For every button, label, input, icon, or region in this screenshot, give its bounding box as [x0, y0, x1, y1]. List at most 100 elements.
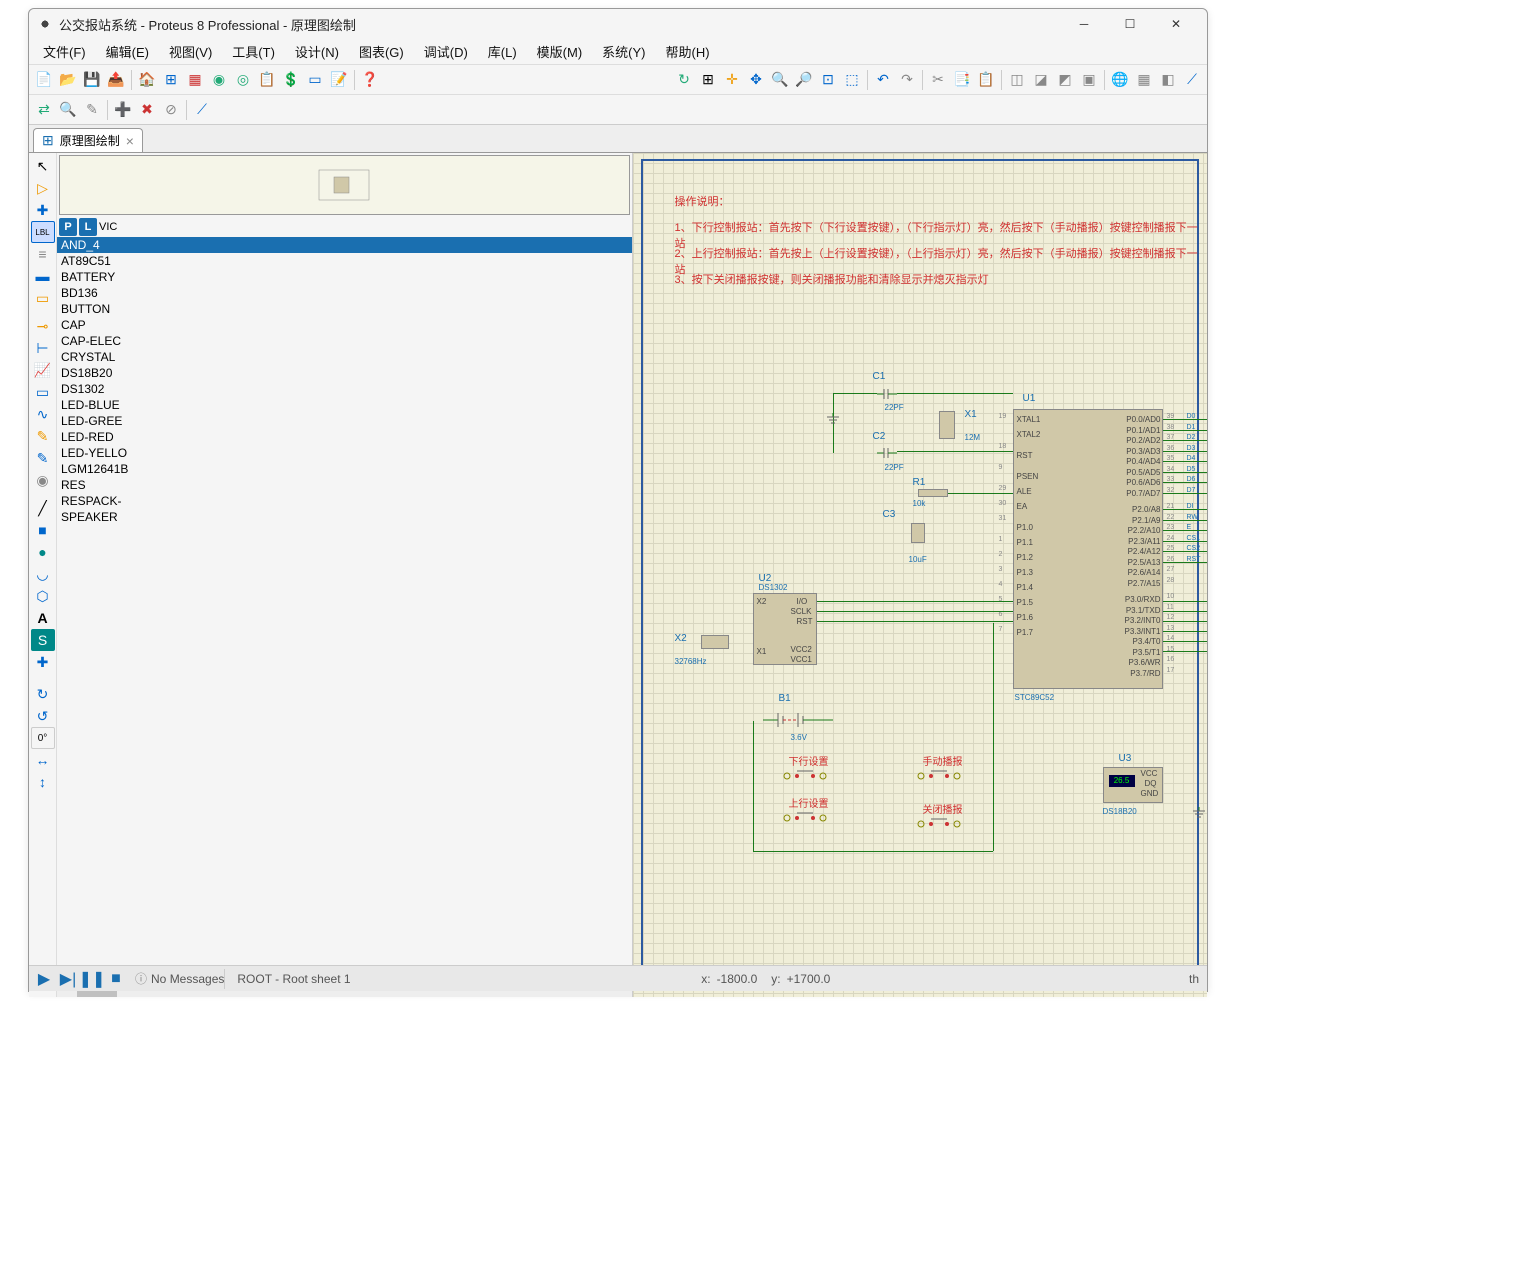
help-icon[interactable]: ❓ — [359, 69, 381, 91]
menu-help[interactable]: 帮助(H) — [656, 39, 720, 64]
device-item[interactable]: AT89C51 — [57, 253, 632, 269]
grid-icon[interactable]: ⊞ — [697, 69, 719, 91]
menu-tools[interactable]: 工具(T) — [222, 39, 285, 64]
device-item[interactable]: CAP-ELEC — [57, 333, 632, 349]
device-item[interactable]: LED-GREE — [57, 413, 632, 429]
notes-icon[interactable]: 📝 — [328, 69, 350, 91]
text-icon[interactable]: A — [31, 607, 55, 629]
probe-i-icon[interactable]: ✎ — [31, 447, 55, 469]
flip-v-icon[interactable]: ↕ — [31, 771, 55, 793]
menu-library[interactable]: 库(L) — [478, 39, 527, 64]
play-button[interactable]: ▶ — [33, 969, 55, 989]
device-item[interactable]: BD136 — [57, 285, 632, 301]
maximize-button[interactable]: ☐ — [1107, 9, 1153, 39]
device-item[interactable]: RES — [57, 477, 632, 493]
block-copy-icon[interactable]: ◫ — [1006, 69, 1028, 91]
cost-icon[interactable]: 💲 — [280, 69, 302, 91]
save-icon[interactable]: 💾 — [81, 69, 103, 91]
block-delete-icon[interactable]: ▣ — [1078, 69, 1100, 91]
device-item[interactable]: LGM12641B — [57, 461, 632, 477]
zoom-in-icon[interactable]: 🔍 — [769, 69, 791, 91]
gerber-icon[interactable]: ◎ — [232, 69, 254, 91]
pan-icon[interactable]: ✥ — [745, 69, 767, 91]
cut-icon[interactable]: ✂ — [927, 69, 949, 91]
block-move-icon[interactable]: ◪ — [1030, 69, 1052, 91]
tag-icon[interactable]: ✎ — [81, 99, 103, 121]
tab-close-icon[interactable]: × — [126, 133, 134, 149]
menu-debug[interactable]: 调试(D) — [414, 39, 478, 64]
package-icon[interactable]: ▦ — [1133, 69, 1155, 91]
close-button[interactable]: ✕ — [1153, 9, 1199, 39]
component-icon[interactable]: ▷ — [31, 177, 55, 199]
step-button[interactable]: ▶| — [57, 969, 79, 989]
device-item[interactable]: RESPACK- — [57, 493, 632, 509]
menu-design[interactable]: 设计(N) — [285, 39, 349, 64]
instrument-icon[interactable]: ◉ — [31, 469, 55, 491]
tape-icon[interactable]: ▭ — [31, 381, 55, 403]
l-button[interactable]: L — [79, 218, 97, 236]
text-script-icon[interactable]: ≡ — [31, 243, 55, 265]
wire-icon[interactable]: ⟋ — [1181, 69, 1203, 91]
schematic-canvas[interactable]: 操作说明： 1、下行控制报站：首先按下（下行设置按键），（下行指示灯）亮，然后按… — [633, 153, 1208, 997]
circle-icon[interactable]: ● — [31, 541, 55, 563]
device-item[interactable]: SPEAKER — [57, 509, 632, 525]
subcircuit-icon[interactable]: ▭ — [31, 287, 55, 309]
device-item[interactable]: DS18B20 — [57, 365, 632, 381]
block-rotate-icon[interactable]: ◩ — [1054, 69, 1076, 91]
graph-icon[interactable]: 📈 — [31, 359, 55, 381]
terminal-icon[interactable]: ⊸ — [31, 315, 55, 337]
menu-edit[interactable]: 编辑(E) — [96, 39, 159, 64]
pin-icon[interactable]: ⊢ — [31, 337, 55, 359]
device-item[interactable]: BUTTON — [57, 301, 632, 317]
tab-schematic[interactable]: ⊞ 原理图绘制 × — [33, 128, 143, 152]
junction-icon[interactable]: ✚ — [31, 199, 55, 221]
stop-button[interactable]: ■ — [105, 969, 127, 989]
symbol-icon[interactable]: S — [31, 629, 55, 651]
decompose-icon[interactable]: ◧ — [1157, 69, 1179, 91]
menu-file[interactable]: 文件(F) — [33, 39, 96, 64]
device-item[interactable]: CRYSTAL — [57, 349, 632, 365]
add-sheet-icon[interactable]: ➕ — [112, 99, 134, 121]
undo-icon[interactable]: ↶ — [872, 69, 894, 91]
refresh-icon[interactable]: ↻ — [673, 69, 695, 91]
box-icon[interactable]: ■ — [31, 519, 55, 541]
selection-icon[interactable]: ↖ — [31, 155, 55, 177]
autoroute-icon[interactable]: ⇄ — [33, 99, 55, 121]
pause-button[interactable]: ❚❚ — [81, 969, 103, 989]
device-item[interactable]: AND_4 — [57, 237, 632, 253]
remove-sheet-icon[interactable]: ✖ — [136, 99, 158, 121]
props-icon[interactable]: ▭ — [304, 69, 326, 91]
home-icon[interactable]: 🏠 — [136, 69, 158, 91]
rotate-ccw-icon[interactable]: ↺ — [31, 705, 55, 727]
preview-pane[interactable] — [59, 155, 630, 215]
bus-icon[interactable]: ▬ — [31, 265, 55, 287]
3d-icon[interactable]: ◉ — [208, 69, 230, 91]
open-icon[interactable]: 📂 — [57, 69, 79, 91]
generator-icon[interactable]: ∿ — [31, 403, 55, 425]
menu-template[interactable]: 模版(M) — [527, 39, 593, 64]
paste-icon[interactable]: 📋 — [975, 69, 997, 91]
autoplace-icon[interactable]: ⟋ — [191, 99, 213, 121]
pick-icon[interactable]: 🌐 — [1109, 69, 1131, 91]
pcb-icon[interactable]: ▦ — [184, 69, 206, 91]
device-item[interactable]: LED-YELLO — [57, 445, 632, 461]
zoom-out-icon[interactable]: 🔎 — [793, 69, 815, 91]
minimize-button[interactable]: ─ — [1061, 9, 1107, 39]
flip-h-icon[interactable]: ↔ — [31, 749, 55, 771]
menu-system[interactable]: 系统(Y) — [592, 39, 655, 64]
line-icon[interactable]: ╱ — [31, 497, 55, 519]
rotate-cw-icon[interactable]: ↻ — [31, 683, 55, 705]
copy-icon[interactable]: 📑 — [951, 69, 973, 91]
origin-icon[interactable]: ✛ — [721, 69, 743, 91]
new-icon[interactable]: 📄 — [33, 69, 55, 91]
redo-icon[interactable]: ↷ — [896, 69, 918, 91]
marker-icon[interactable]: ✚ — [31, 651, 55, 673]
menu-view[interactable]: 视图(V) — [159, 39, 222, 64]
menu-graph[interactable]: 图表(G) — [349, 39, 414, 64]
device-item[interactable]: LED-RED — [57, 429, 632, 445]
label-icon[interactable]: LBL — [31, 221, 55, 243]
device-item[interactable]: BATTERY — [57, 269, 632, 285]
schematic-icon[interactable]: ⊞ — [160, 69, 182, 91]
zoom-fit-icon[interactable]: ⊡ — [817, 69, 839, 91]
device-item[interactable]: LED-BLUE — [57, 397, 632, 413]
